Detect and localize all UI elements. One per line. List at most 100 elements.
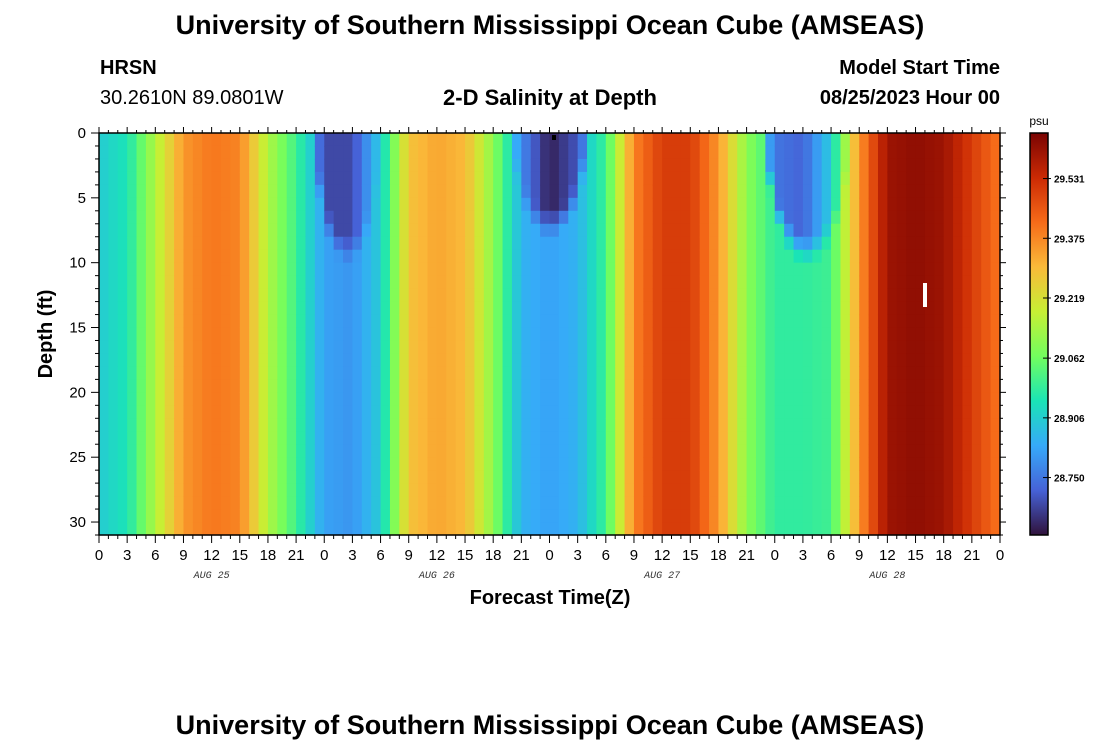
heatmap-cell [765,366,776,380]
heatmap-cell [221,431,231,445]
heatmap-cell [511,340,522,355]
heatmap-cell [380,509,391,523]
heatmap-cell [493,133,504,147]
heatmap-cell [652,288,663,303]
heatmap-cell [192,457,203,471]
heatmap-cell [652,223,663,238]
heatmap-cell [418,158,429,173]
heatmap-cell [802,353,813,368]
heatmap-cell [896,314,907,329]
heatmap-cell [934,405,945,419]
heatmap-cell [239,223,250,238]
heatmap-cell [530,353,541,368]
heatmap-cell [718,288,729,303]
heatmap-cell [643,509,654,523]
heatmap-cell [436,145,447,160]
heatmap-cell [633,431,644,445]
heatmap-cell [389,184,400,199]
heatmap-cell [953,262,964,277]
heatmap-cell [239,353,250,368]
heatmap-cell [108,340,119,355]
heatmap-cell [624,210,635,225]
heatmap-cell [605,444,616,458]
heatmap-cell [887,444,898,458]
x-tick-label: 15 [231,547,248,564]
heatmap-cell [108,379,119,393]
heatmap-cell [793,327,804,342]
heatmap-cell [821,470,832,484]
heatmap-cell [699,275,710,290]
heatmap-cell [427,158,438,173]
heatmap-cell [455,249,466,264]
heatmap-cell [455,275,466,290]
heatmap-cell [849,133,860,147]
heatmap-cell [493,392,504,406]
heatmap-cell [924,249,935,264]
heatmap-cell [108,197,119,212]
heatmap-cell [333,340,344,355]
heatmap-cell [192,262,203,277]
heatmap-cell [371,379,382,393]
heatmap-cell [577,327,588,342]
heatmap-cell [192,353,203,368]
heatmap-cell [108,301,119,316]
heatmap-cell [953,133,964,147]
heatmap-cell [924,275,935,290]
heatmap-cell [877,340,888,355]
heatmap-cell [737,353,748,368]
heatmap-cell [221,314,231,329]
heatmap-cell [699,145,710,160]
heatmap-cell [465,522,476,536]
heatmap-cell [258,249,269,264]
heatmap-cell [802,327,813,342]
heatmap-cell [849,145,860,160]
heatmap-cell [192,470,203,484]
heatmap-cell [671,392,682,406]
heatmap-cell [371,262,382,277]
heatmap-cell [962,236,973,251]
heatmap-cell [971,444,982,458]
heatmap-cell [558,353,569,368]
heatmap-cell [211,444,222,458]
heatmap-cell [211,353,222,368]
heatmap-cell [239,483,250,497]
heatmap-cell [117,496,128,510]
heatmap-cell [399,171,410,186]
heatmap-cell [915,236,926,251]
heatmap-cell [493,223,504,238]
heatmap-cell [202,444,213,458]
heatmap-cell [953,171,964,186]
heatmap-cell [671,457,682,471]
heatmap-cell [896,522,907,536]
heatmap-cell [418,340,429,355]
heatmap-cell [540,249,551,264]
heatmap-cell [727,145,738,160]
heatmap-cell [277,184,288,199]
heatmap-cell [737,301,748,316]
heatmap-cell [981,145,992,160]
heatmap-cell [474,470,485,484]
heatmap-cell [699,262,710,277]
heatmap-cell [502,249,513,264]
heatmap-cell [465,158,476,173]
heatmap-cell [774,236,785,251]
heatmap-cell [296,457,307,471]
heatmap-cell [587,327,598,342]
heatmap-cell [868,236,879,251]
x-tick-label: 21 [513,547,530,564]
heatmap-cell [324,392,335,406]
heatmap-cell [127,288,138,303]
heatmap-cell [502,275,513,290]
heatmap-cell [418,522,429,536]
heatmap-cell [493,288,504,303]
heatmap-cell [540,431,551,445]
heatmap-cell [239,288,250,303]
heatmap-cell [183,301,194,316]
heatmap-cell [943,418,954,432]
heatmap-cell [633,158,644,173]
heatmap-cell [202,171,213,186]
heatmap-cell [887,340,898,355]
heatmap-cell [652,210,663,225]
heatmap-cell [493,249,504,264]
heatmap-cell [408,353,419,368]
